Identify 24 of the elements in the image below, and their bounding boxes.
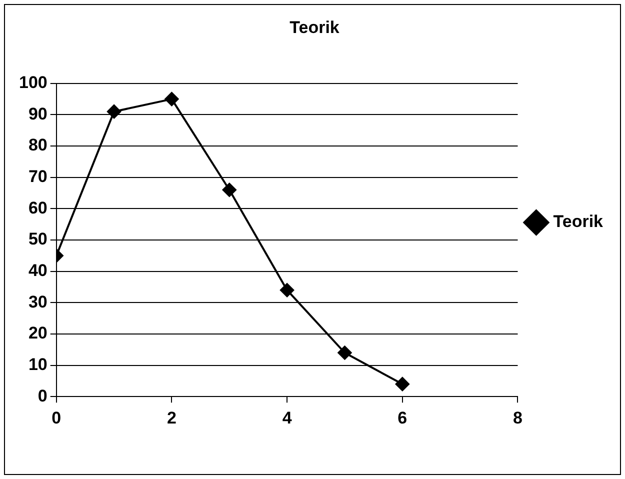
y-tick-label: 40 xyxy=(28,261,48,280)
y-tick-label: 100 xyxy=(18,73,48,92)
y-tick-label: 80 xyxy=(28,136,48,155)
x-tick-label: 8 xyxy=(513,408,522,428)
point xyxy=(395,377,410,392)
point xyxy=(338,346,352,360)
point xyxy=(164,92,179,106)
y-tick-label: 0 xyxy=(38,386,48,406)
y-tick-label: 10 xyxy=(28,354,48,374)
y-tick-label: 30 xyxy=(28,292,48,312)
point xyxy=(280,283,294,298)
y-tick-label: 20 xyxy=(28,324,48,343)
x-tick-label: 6 xyxy=(398,408,408,428)
chart-title: Teorik xyxy=(290,18,340,37)
legend-label: Teorik xyxy=(553,212,604,232)
y-tick-label: 50 xyxy=(28,230,48,249)
y-tick-label: 60 xyxy=(28,198,48,218)
point xyxy=(107,104,122,119)
y-tick-label: 90 xyxy=(28,104,48,124)
point xyxy=(222,182,236,197)
y-tick-label: 70 xyxy=(28,167,48,186)
x-tick-label: 2 xyxy=(166,408,176,428)
x-tick-label: 0 xyxy=(52,408,62,428)
x-tick-label: 4 xyxy=(282,408,292,428)
